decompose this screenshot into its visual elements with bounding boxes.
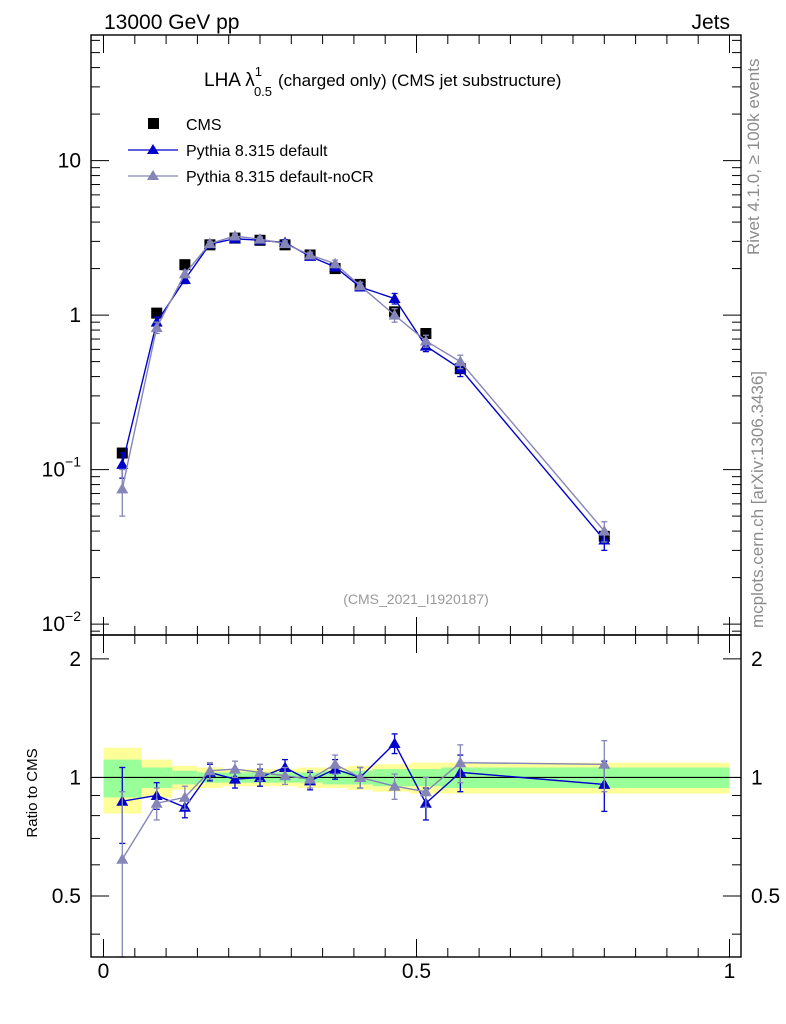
x-tick-label: 1 xyxy=(724,960,736,983)
main-plot-series xyxy=(116,230,611,552)
title-main: LHA λ xyxy=(204,70,255,91)
cms-data-point xyxy=(151,307,163,319)
energy-label: 13000 GeV pp xyxy=(104,11,239,34)
ratio-marker-nocr xyxy=(598,758,611,769)
marker-nocr xyxy=(329,257,342,269)
marker-nocr xyxy=(279,237,292,249)
y-tick-label-exponent: −1 xyxy=(65,454,81,470)
ratio-marker-default xyxy=(228,773,241,784)
series-line-nocr xyxy=(121,235,605,532)
y-tick-label: 10−2 xyxy=(42,608,82,636)
title-rest: (charged only) (CMS jet substructure) xyxy=(278,71,561,90)
ratio-marker-nocr xyxy=(354,771,367,782)
marker-nocr xyxy=(388,309,401,320)
ratio-marker-nocr xyxy=(329,758,342,769)
marker-nocr xyxy=(203,237,216,249)
ratio-marker-default xyxy=(388,737,401,748)
marker-nocr xyxy=(150,321,163,333)
ratio-marker-nocr xyxy=(178,791,191,802)
ratio-marker-nocr xyxy=(279,769,292,781)
source-label: mcplots.cern.ch [arXiv:1306.3436] xyxy=(748,371,767,628)
legend-marker-nocr xyxy=(147,170,159,180)
analysis-id: (CMS_2021_I1920187) xyxy=(343,591,489,607)
ratio-plot-series xyxy=(116,733,611,958)
ratio-y-label: Ratio to CMS xyxy=(24,748,41,837)
ratio-tick-label-right: 1 xyxy=(751,766,763,789)
ratio-tick-label-left: 1 xyxy=(69,766,81,789)
y-tick-label: 10 xyxy=(58,150,81,173)
legend-label-cms: CMS xyxy=(186,117,222,134)
marker-default xyxy=(388,292,401,304)
ratio-plot-frame xyxy=(90,634,742,958)
ratio-marker-default xyxy=(279,761,292,772)
ratio-tick-label-left: 2 xyxy=(69,648,81,671)
marker-nocr xyxy=(454,355,467,367)
ratio-tick-label-right: 0.5 xyxy=(751,885,780,908)
marker-nocr xyxy=(598,525,611,536)
cms-data-point xyxy=(420,328,432,340)
legend-marker-cms xyxy=(148,118,159,129)
ratio-marker-nocr xyxy=(228,763,241,774)
marker-nocr xyxy=(419,334,432,346)
ratio-axis-ticks: 0.5 0.5 1 1 2 2 0 0.5 1 xyxy=(52,635,780,983)
ratio-marker-nocr xyxy=(254,766,266,777)
y-tick-label-exponent: −2 xyxy=(65,608,81,624)
marker-default xyxy=(116,458,129,469)
title-subscript: 0.5 xyxy=(254,84,272,99)
cms-data-point xyxy=(179,259,191,271)
ratio-marker-nocr xyxy=(116,853,129,864)
ratio-uncertainty-bands xyxy=(91,747,741,814)
rivet-version-label: Rivet 4.1.0, ≥ 100k events xyxy=(744,59,763,255)
x-tick-label: 0.5 xyxy=(402,960,431,983)
x-tick-label: 0 xyxy=(98,960,110,983)
legend-marker-default xyxy=(147,144,159,154)
title-superscript: 1 xyxy=(255,64,262,79)
marker-default xyxy=(178,273,191,284)
legend-label-default: Pythia 8.315 default xyxy=(186,143,328,160)
process-label: Jets xyxy=(691,11,730,34)
y-tick-label-base: 10 xyxy=(58,150,81,173)
y-tick-label: 10−1 xyxy=(42,454,82,482)
ratio-marker-nocr xyxy=(304,773,317,784)
ratio-marker-nocr xyxy=(203,764,216,776)
marker-nocr xyxy=(304,248,317,260)
marker-nocr xyxy=(178,267,191,279)
ratio-line-nocr xyxy=(121,762,605,860)
y-tick-label-base: 1 xyxy=(69,304,81,327)
y-tick-label-base: 10 xyxy=(42,613,65,636)
chart-title: LHA λ1 0.5 (charged only) (CMS jet substru… xyxy=(204,64,561,99)
y-tick-label: 1 xyxy=(69,304,81,327)
ratio-tick-label-left: 0.5 xyxy=(52,885,81,908)
y-tick-label-base: 10 xyxy=(42,459,65,482)
legend: CMS Pythia 8.315 default Pythia 8.315 de… xyxy=(128,117,374,186)
marker-nocr xyxy=(354,279,367,291)
legend-label-nocr: Pythia 8.315 default-noCR xyxy=(186,169,374,186)
ratio-tick-label-right: 2 xyxy=(751,648,763,671)
ratio-marker-nocr xyxy=(454,756,467,768)
ratio-marker-nocr xyxy=(150,797,163,808)
marker-default xyxy=(150,316,163,327)
marker-nocr xyxy=(116,482,129,494)
marker-nocr xyxy=(228,230,241,241)
ratio-marker-nocr xyxy=(388,780,401,791)
marker-nocr xyxy=(254,233,266,244)
ratio-marker-nocr xyxy=(419,785,432,797)
